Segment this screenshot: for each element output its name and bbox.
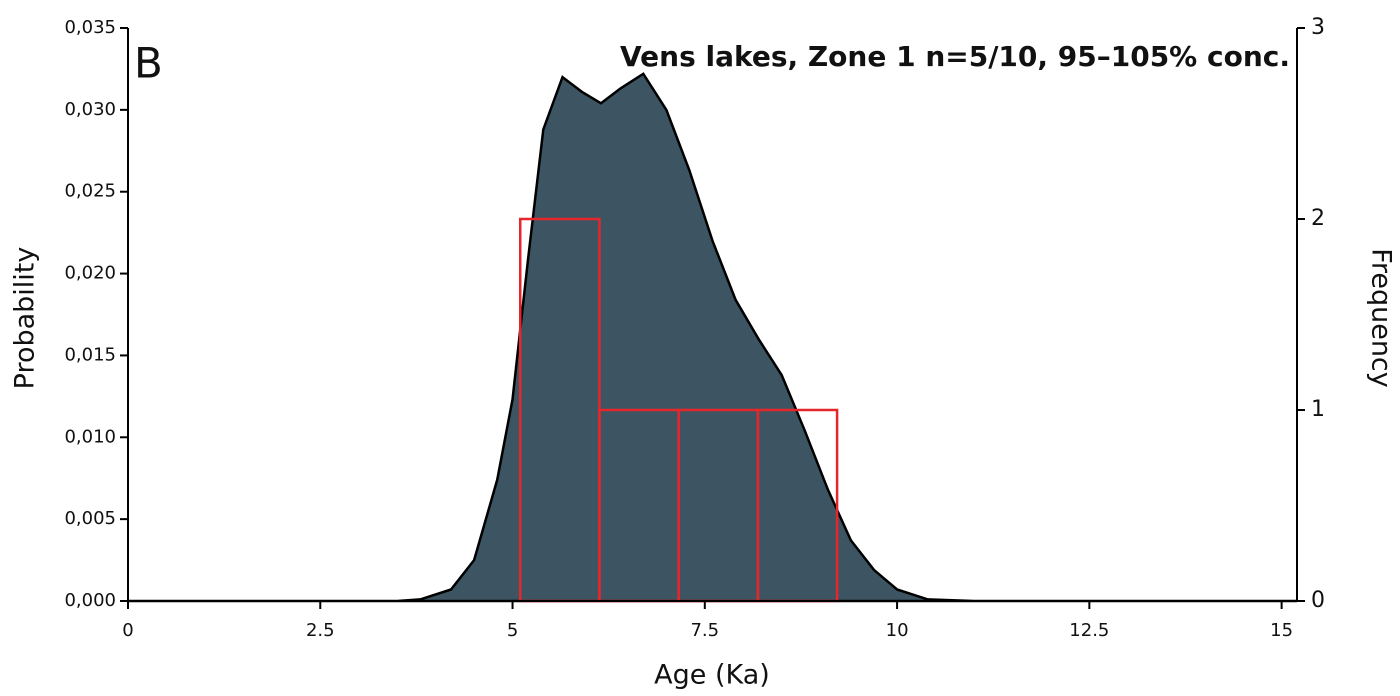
density-area <box>128 72 1297 603</box>
y-tick-label: 0,015 <box>64 344 116 365</box>
y-tick-label: 0,030 <box>64 99 116 120</box>
panel-label: B <box>134 39 163 88</box>
x-tick-label: 12.5 <box>1069 620 1109 641</box>
x-tick-label: 15 <box>1270 620 1293 641</box>
y2-tick-label: 3 <box>1311 15 1325 40</box>
x-tick-label: 5 <box>507 620 518 641</box>
y-tick-label: 0,000 <box>64 590 116 611</box>
x-tick-label: 0 <box>122 620 133 641</box>
y2-tick-label: 0 <box>1311 588 1325 613</box>
y2-tick-label: 1 <box>1311 397 1325 422</box>
y2-axis-title: Frequency <box>1366 248 1397 388</box>
y-tick-label: 0,020 <box>64 263 116 284</box>
y-tick-label: 0,025 <box>64 181 116 202</box>
y2-tick-label: 2 <box>1311 206 1325 231</box>
x-tick-label: 7.5 <box>690 620 719 641</box>
x-tick-label: 10 <box>886 620 909 641</box>
chart-title: Vens lakes, Zone 1 n=5/10, 95–105% conc. <box>620 40 1290 73</box>
y-axis-title: Probability <box>10 247 41 390</box>
y-tick-label: 0,035 <box>64 17 116 38</box>
x-tick-label: 2.5 <box>306 620 335 641</box>
y-tick-label: 0,005 <box>64 508 116 529</box>
y-tick-label: 0,010 <box>64 426 116 447</box>
x-axis-title: Age (Ka) <box>654 660 770 691</box>
